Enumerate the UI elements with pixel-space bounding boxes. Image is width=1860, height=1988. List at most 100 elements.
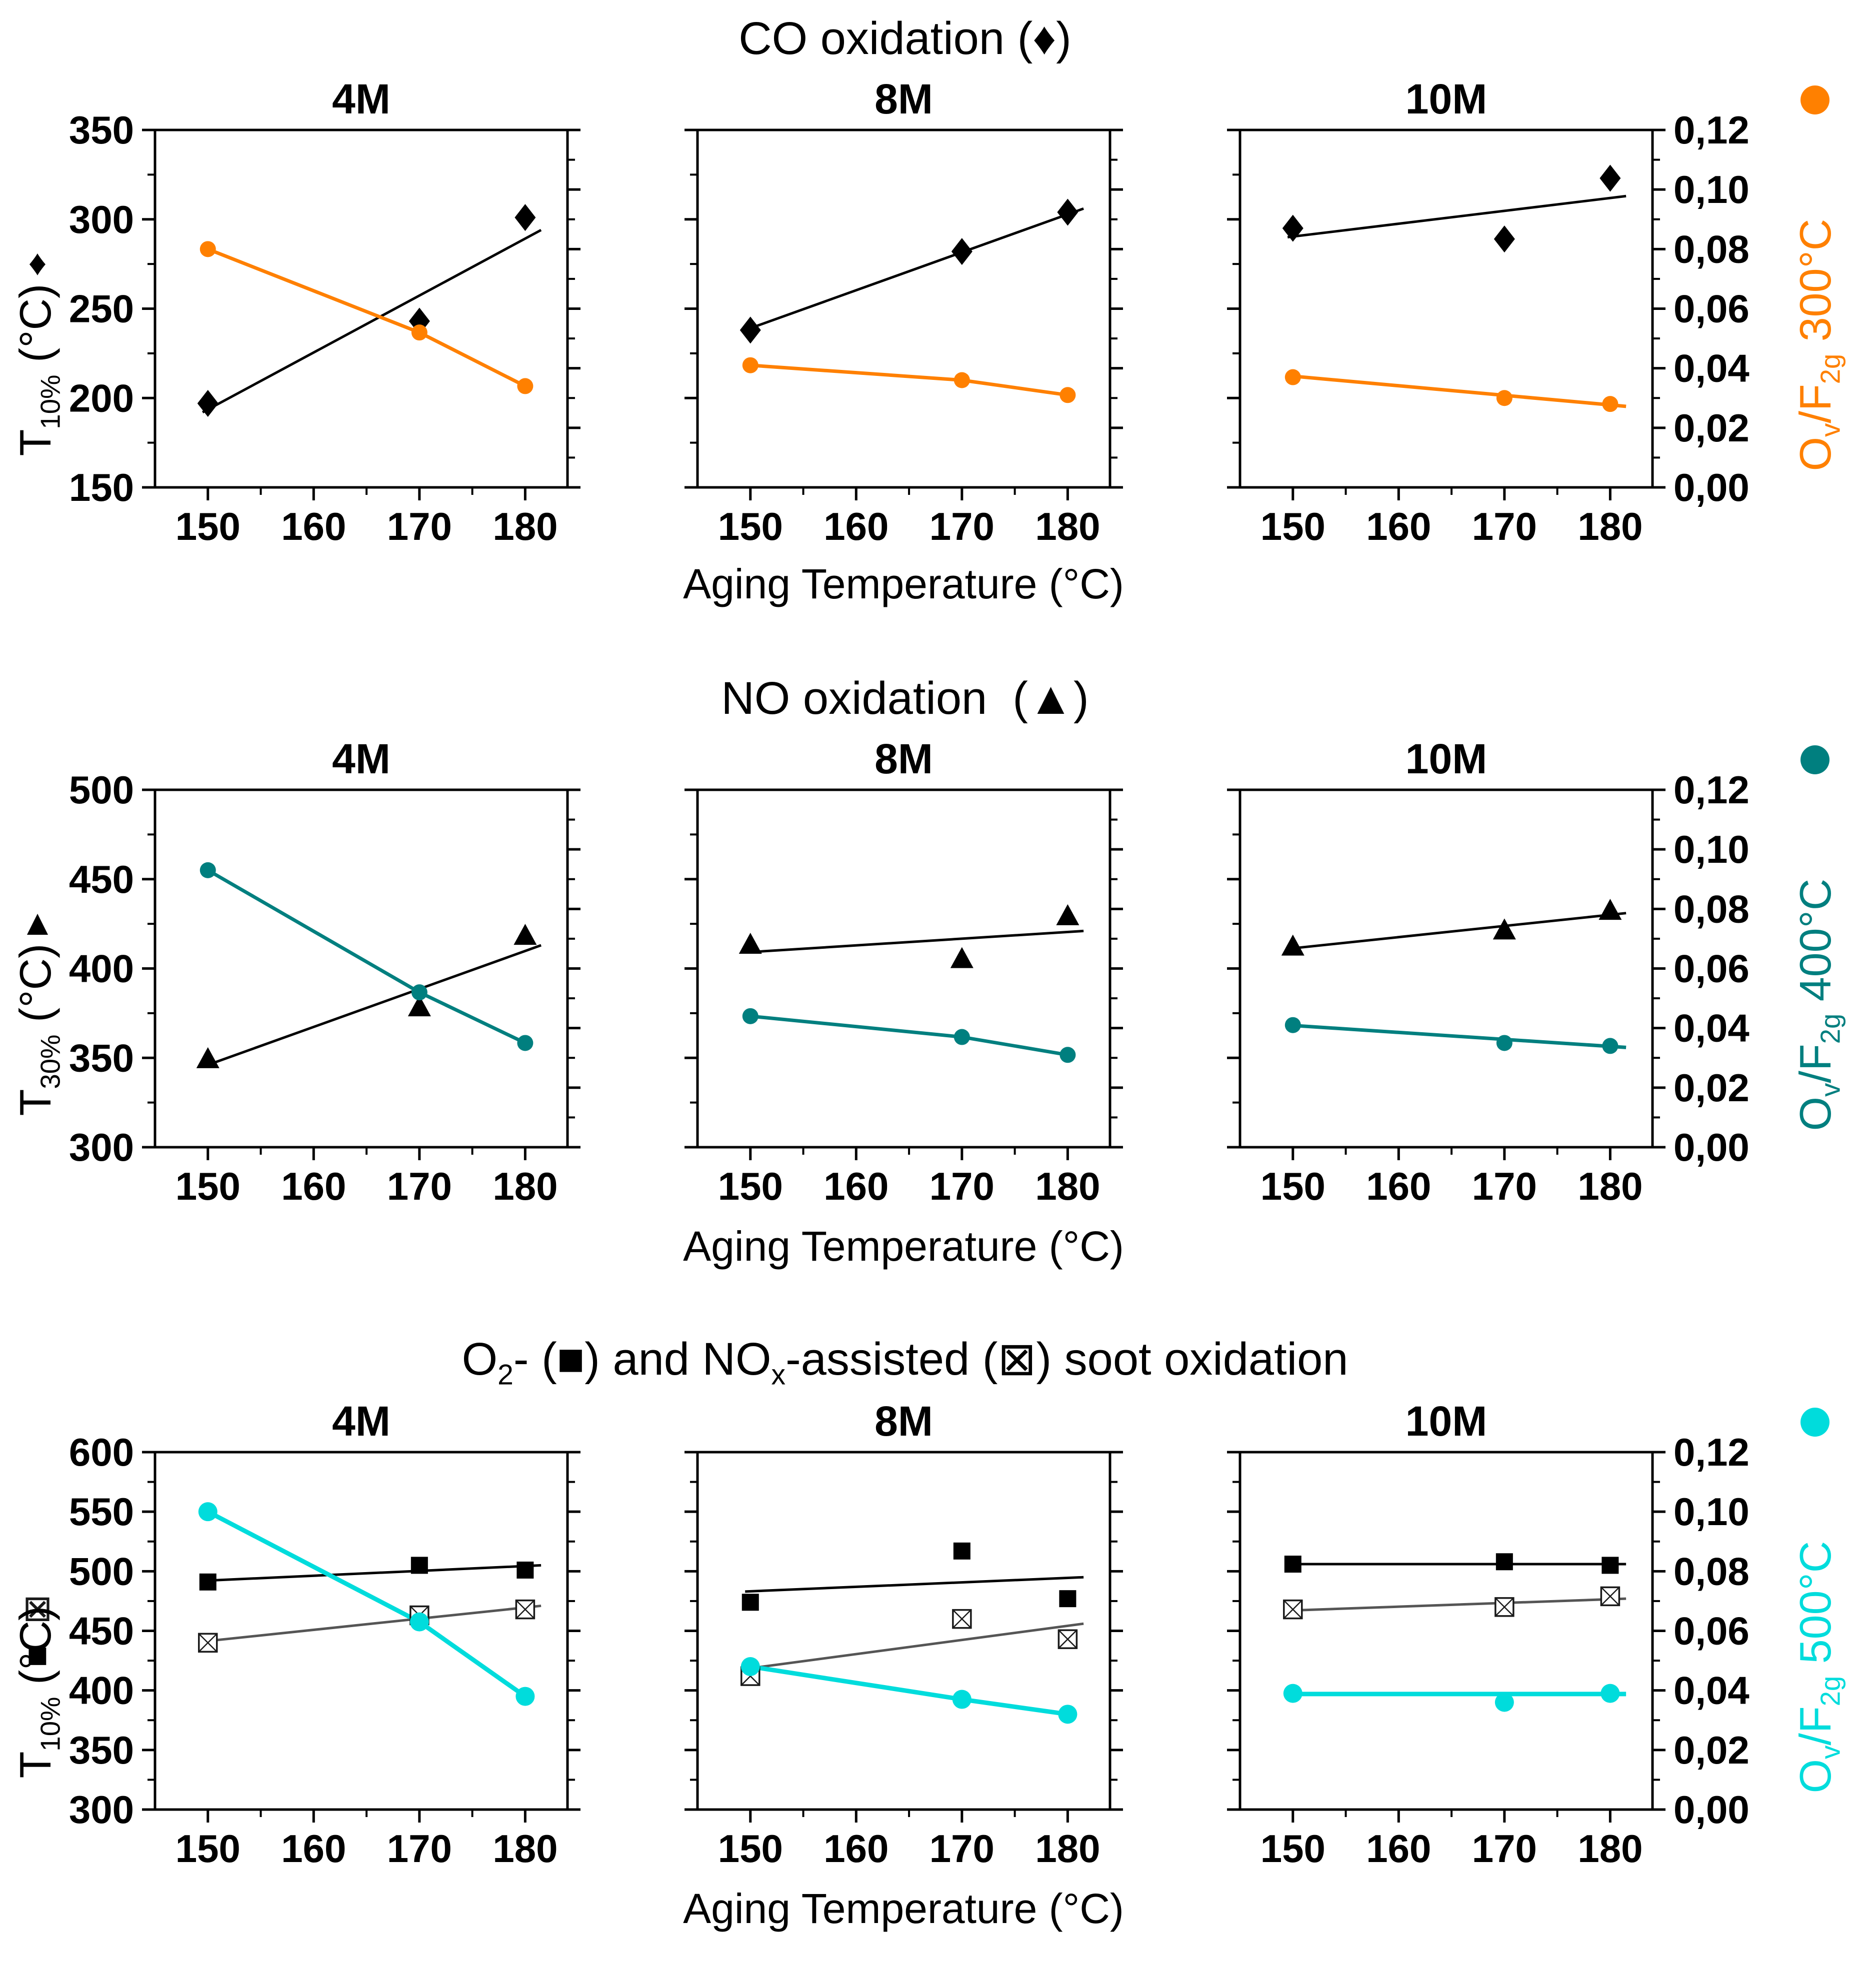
t-point-square: [1496, 1553, 1513, 1571]
t-point-diamond: [1494, 225, 1515, 253]
plot-row1-4m: 150 160 170 180 350 300 250 200 150: [69, 108, 580, 548]
t-point-crossed-square: [1494, 1597, 1514, 1617]
right-tick-label: 0,12: [1674, 108, 1750, 152]
x-tick-label: 180: [1578, 504, 1642, 548]
x-tick-label: 150: [176, 504, 240, 548]
t-point-diamond: [1600, 164, 1621, 192]
right-axis-label: Ov/F2g 500°C: [1790, 1541, 1846, 1794]
t-point-triangle: [1492, 918, 1516, 940]
series-line: [750, 1014, 1068, 1057]
x-tick-label: 180: [1035, 504, 1100, 548]
plot-frame: [1238, 1451, 1654, 1811]
t-point-crossed-square: [1600, 1586, 1620, 1607]
left-axis-label: T10% (°C): [10, 283, 66, 456]
panel-title-10m: 10M: [1405, 1398, 1488, 1445]
left-axis-label: T10% (°C): [10, 1606, 66, 1779]
panel-title-8m: 8M: [874, 75, 933, 122]
x-tick-label: 170: [387, 1827, 452, 1871]
right-tick-label: 0,02: [1674, 1728, 1750, 1772]
x-tick-label: 180: [1035, 1827, 1100, 1871]
row-title: CO oxidation (♦): [738, 13, 1072, 64]
y-tick-label: 550: [69, 1490, 134, 1534]
ov-point-circle: [411, 324, 428, 341]
panel-title-4m: 4M: [332, 1398, 390, 1445]
plot-frame: [1238, 788, 1654, 1149]
ov-point-circle: [1284, 369, 1301, 385]
right-tick-label: 0,06: [1674, 287, 1750, 331]
right-legend-circle-icon: [1800, 85, 1830, 114]
plot-frame: [154, 788, 569, 1149]
series-line: [207, 247, 526, 388]
right-legend-circle-icon: [1800, 745, 1830, 774]
x-tick-label: 160: [281, 1164, 346, 1208]
series-fit-line: [1287, 194, 1626, 238]
series-fit-line: [744, 1622, 1084, 1671]
t-point-triangle: [1056, 904, 1080, 925]
right-tick-label: 0,06: [1674, 1609, 1750, 1653]
y-tick-label: 300: [69, 1125, 134, 1169]
y-tick-label: 350: [69, 108, 134, 152]
plot-row1-10m: 150 160 170 180 0,12 0,10 0,08 0,06 0,04 0,02 0,00: [1227, 108, 1750, 548]
y-tick-label: 200: [69, 376, 134, 420]
series-fit-line: [745, 929, 1084, 954]
ov-point-circle: [200, 862, 216, 878]
x-tick-label: 160: [1366, 1164, 1431, 1208]
ov-point-circle: [1060, 1047, 1076, 1063]
plot-row2-8m: 150 160 170 180: [684, 788, 1123, 1208]
series-fit-line: [1287, 912, 1626, 950]
x-tick-label: 150: [718, 504, 783, 548]
right-tick-label: 0,04: [1674, 1006, 1750, 1050]
ov-point-circle: [200, 241, 216, 257]
left-legend-crossed-square-icon: ⊠: [22, 1589, 53, 1629]
x-tick-label: 160: [1366, 504, 1431, 548]
ov-point-circle: [742, 357, 758, 373]
t-point-crossed-square: [1283, 1599, 1303, 1620]
series-line: [750, 1664, 1068, 1717]
y-tick-label: 450: [69, 857, 134, 901]
x-tick-label: 170: [387, 504, 452, 548]
x-tick-label: 170: [930, 504, 994, 548]
y-tick-label: 350: [69, 1728, 134, 1772]
series-line: [207, 868, 526, 1045]
right-tick-label: 0,04: [1674, 346, 1750, 390]
right-tick-label: 0,02: [1674, 406, 1750, 450]
t-point-triangle: [408, 995, 431, 1017]
x-tick-label: 170: [930, 1164, 994, 1208]
ov-point-circle: [1058, 1705, 1078, 1724]
t-point-square: [1602, 1557, 1619, 1574]
x-tick-label: 180: [1035, 1164, 1100, 1208]
panel-title-10m: 10M: [1405, 735, 1488, 782]
right-tick-label: 0,00: [1674, 1125, 1750, 1169]
x-tick-label: 170: [1472, 504, 1537, 548]
x-tick-label: 180: [1578, 1164, 1642, 1208]
plot-frame: [696, 788, 1112, 1149]
ov-point-circle: [517, 378, 534, 394]
right-axis-label: Ov/F2g 300°C: [1790, 218, 1846, 471]
t-point-square: [953, 1542, 970, 1560]
t-point-triangle: [1598, 899, 1622, 920]
plot-row3-8m: 150 160 170 180: [684, 1451, 1123, 1871]
row-title: NO oxidation (▲): [721, 673, 1089, 724]
y-tick-label: 350: [69, 1036, 134, 1080]
series-fit-line: [202, 228, 542, 414]
y-tick-label: 400: [69, 947, 134, 991]
t-point-triangle: [950, 947, 974, 968]
x-tick-label: 150: [1260, 1827, 1326, 1871]
x-tick-label: 150: [1260, 504, 1326, 548]
series-fit-line: [1288, 1597, 1626, 1612]
x-tick-label: 160: [824, 1827, 888, 1871]
plot-frame: [696, 128, 1112, 489]
t-point-crossed-square: [952, 1609, 972, 1629]
ov-point-circle: [742, 1008, 758, 1024]
t-point-diamond: [951, 238, 972, 265]
t-point-triangle: [1281, 934, 1304, 956]
ov-point-circle: [410, 1612, 429, 1632]
t-point-diamond: [740, 316, 761, 344]
t-point-square: [742, 1594, 759, 1611]
x-tick-label: 170: [1472, 1827, 1537, 1871]
x-tick-label: 150: [718, 1827, 783, 1871]
y-tick-label: 500: [69, 1549, 134, 1593]
x-tick-label: 150: [176, 1164, 240, 1208]
y-tick-label: 300: [69, 197, 134, 241]
